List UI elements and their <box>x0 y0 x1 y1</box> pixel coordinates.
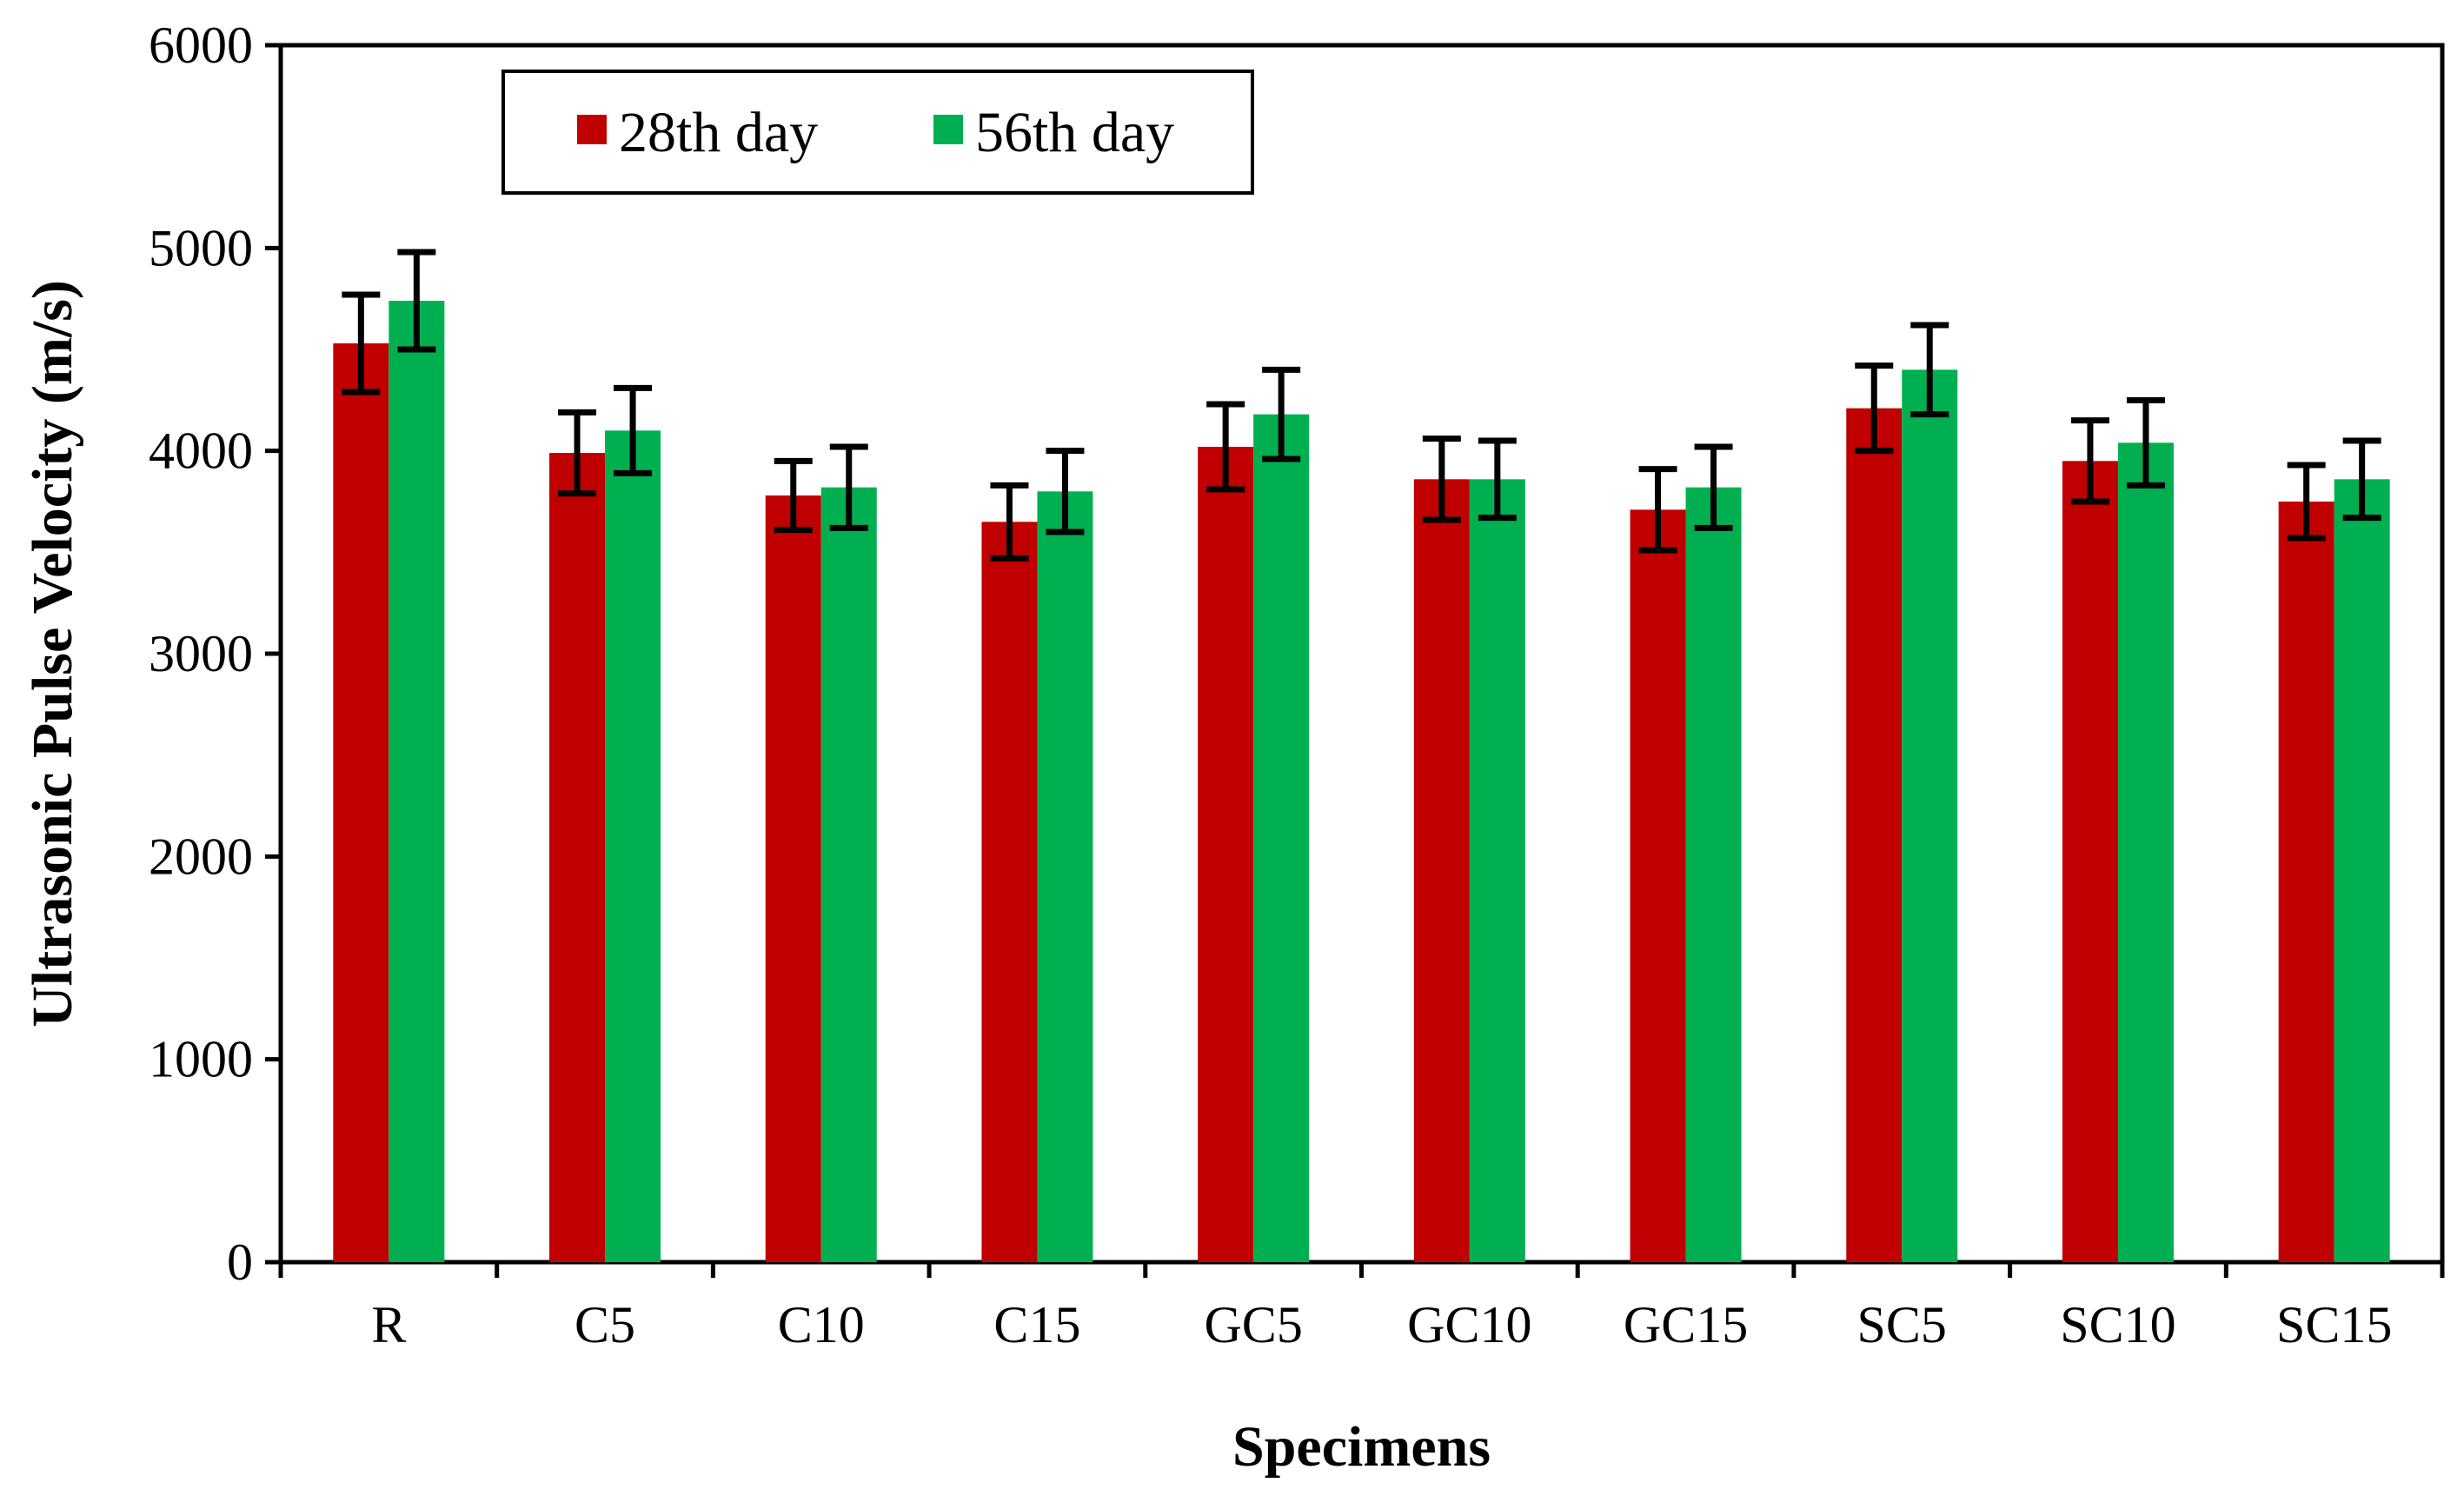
legend: 28th day 56th day <box>501 70 1254 195</box>
y-tick-label: 5000 <box>149 219 253 276</box>
bar-28th-day <box>981 522 1038 1262</box>
bar-56th-day <box>389 301 445 1262</box>
bar-28th-day <box>2062 461 2118 1262</box>
x-tick-label: SC15 <box>2276 1296 2392 1353</box>
bar-56th-day <box>1685 487 1742 1262</box>
x-tick-label: R <box>371 1296 406 1353</box>
x-tick-label: GC10 <box>1407 1296 1531 1353</box>
bar-56th-day <box>1253 414 1310 1263</box>
bar-56th-day <box>1037 491 1093 1262</box>
y-tick-label: 0 <box>227 1233 253 1291</box>
bar-56th-day <box>2334 479 2390 1262</box>
x-tick-label: C5 <box>574 1296 635 1353</box>
legend-box <box>501 70 1254 195</box>
legend-swatch-28th-day <box>577 115 607 144</box>
x-tick-label: GC5 <box>1204 1296 1302 1353</box>
bar-28th-day <box>333 343 389 1262</box>
bar-56th-day <box>820 487 877 1262</box>
plot-area <box>278 43 2445 1265</box>
bar-28th-day <box>765 495 821 1262</box>
legend-label-56th-day: 56th day <box>975 101 1174 164</box>
y-tick-label: 4000 <box>149 422 253 480</box>
y-tick-label: 2000 <box>149 828 253 885</box>
x-tick-label: C10 <box>778 1296 865 1353</box>
bar-28th-day <box>1413 479 1470 1262</box>
bar-28th-day <box>549 453 606 1262</box>
bar-56th-day <box>2117 442 2174 1262</box>
y-tick-label: 6000 <box>149 17 253 74</box>
x-tick-label: C15 <box>993 1296 1080 1353</box>
x-tick-label: SC10 <box>2060 1296 2175 1353</box>
x-axis-title: Specimens <box>1232 1415 1491 1479</box>
bar-56th-day <box>605 430 661 1262</box>
legend-swatch-56th-day <box>933 115 963 144</box>
axis-ticks: 0 1000 2000 3000 4000 5000 6000 R C5 C10 C15 GC5 GC1… <box>149 17 2445 1353</box>
bar-28th-day <box>1630 509 1686 1262</box>
legend-label-28th-day: 28th day <box>619 101 818 164</box>
x-tick-label: GC15 <box>1624 1296 1748 1353</box>
y-tick-label: 3000 <box>149 625 253 682</box>
bar-56th-day <box>1469 479 1525 1262</box>
bar-28th-day <box>1846 408 1903 1263</box>
x-tick-label: SC5 <box>1857 1296 1947 1353</box>
y-axis-title: Ultrasonic Pulse Velocity (m/s) <box>21 280 84 1027</box>
y-tick-label: 1000 <box>149 1031 253 1088</box>
bar-28th-day <box>2278 502 2334 1262</box>
bar-56th-day <box>1902 369 1958 1262</box>
bar-28th-day <box>1198 447 1254 1262</box>
